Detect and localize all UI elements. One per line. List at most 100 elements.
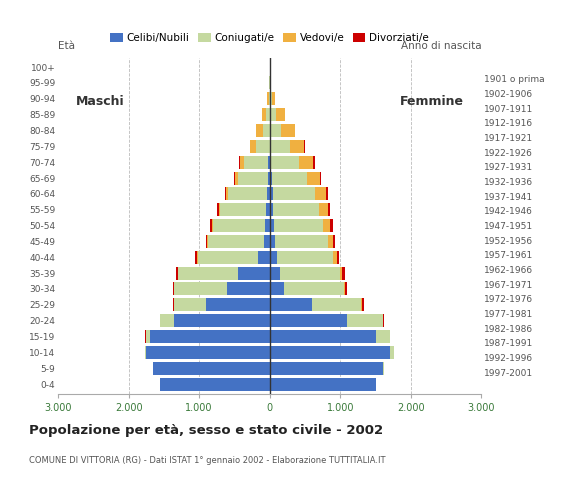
Bar: [270, 108, 276, 121]
Bar: [173, 299, 175, 312]
Bar: [281, 124, 295, 137]
Bar: [299, 156, 313, 168]
Bar: [267, 187, 270, 201]
Bar: [270, 140, 290, 153]
Bar: [345, 283, 347, 296]
Bar: [212, 219, 266, 232]
Bar: [264, 235, 270, 248]
Bar: [361, 299, 362, 312]
Bar: [312, 299, 361, 312]
Legend: Celibi/Nubili, Coniugati/e, Vedovi/e, Divorziati/e: Celibi/Nubili, Coniugati/e, Vedovi/e, Di…: [106, 29, 433, 48]
Bar: [276, 108, 285, 121]
Bar: [383, 362, 384, 375]
Bar: [195, 251, 197, 264]
Bar: [270, 76, 271, 89]
Bar: [266, 108, 270, 121]
Bar: [320, 171, 321, 184]
Bar: [270, 92, 272, 105]
Bar: [145, 346, 146, 359]
Text: Maschi: Maschi: [76, 95, 125, 108]
Bar: [198, 251, 258, 264]
Bar: [256, 140, 270, 153]
Bar: [172, 283, 175, 296]
Bar: [270, 124, 281, 137]
Bar: [307, 171, 320, 184]
Bar: [315, 187, 326, 201]
Text: Anno di nascita: Anno di nascita: [401, 41, 481, 51]
Bar: [270, 346, 390, 359]
Bar: [258, 251, 270, 264]
Bar: [273, 203, 319, 216]
Bar: [337, 251, 339, 264]
Bar: [284, 283, 344, 296]
Bar: [390, 346, 394, 359]
Bar: [217, 203, 219, 216]
Bar: [270, 283, 284, 296]
Bar: [227, 283, 270, 296]
Bar: [175, 283, 227, 296]
Bar: [328, 203, 329, 216]
Text: Popolazione per età, sesso e stato civile - 2002: Popolazione per età, sesso e stato civil…: [29, 424, 383, 437]
Bar: [270, 251, 277, 264]
Bar: [276, 235, 328, 248]
Bar: [323, 219, 331, 232]
Bar: [376, 330, 390, 343]
Bar: [313, 156, 314, 168]
Bar: [160, 378, 270, 391]
Bar: [224, 187, 226, 201]
Bar: [270, 330, 376, 343]
Bar: [267, 92, 269, 105]
Bar: [340, 267, 342, 280]
Bar: [150, 330, 270, 343]
Bar: [178, 267, 238, 280]
Bar: [270, 267, 280, 280]
Bar: [160, 314, 175, 327]
Bar: [333, 251, 337, 264]
Bar: [271, 156, 299, 168]
Bar: [263, 124, 270, 137]
Bar: [228, 187, 267, 201]
Bar: [270, 203, 273, 216]
Bar: [270, 219, 274, 232]
Bar: [240, 156, 244, 168]
Bar: [280, 267, 340, 280]
Bar: [267, 156, 270, 168]
Bar: [262, 108, 266, 121]
Bar: [250, 140, 256, 153]
Bar: [362, 299, 364, 312]
Bar: [206, 299, 270, 312]
Bar: [266, 203, 270, 216]
Bar: [270, 299, 312, 312]
Text: Età: Età: [58, 41, 75, 51]
Bar: [274, 219, 323, 232]
Bar: [146, 346, 270, 359]
Bar: [270, 156, 271, 168]
Bar: [270, 378, 376, 391]
Bar: [270, 171, 272, 184]
Bar: [219, 203, 220, 216]
Bar: [235, 171, 238, 184]
Bar: [226, 187, 228, 201]
Bar: [267, 171, 270, 184]
Bar: [266, 219, 270, 232]
Bar: [244, 156, 267, 168]
Bar: [290, 140, 304, 153]
Bar: [234, 171, 235, 184]
Bar: [277, 251, 333, 264]
Bar: [270, 314, 347, 327]
Bar: [326, 187, 328, 201]
Bar: [238, 171, 267, 184]
Bar: [206, 235, 207, 248]
Bar: [344, 283, 345, 296]
Bar: [210, 219, 212, 232]
Bar: [176, 267, 177, 280]
Bar: [270, 235, 275, 248]
Bar: [331, 219, 333, 232]
Bar: [270, 187, 273, 201]
Bar: [319, 203, 328, 216]
Bar: [256, 124, 263, 137]
Bar: [270, 362, 383, 375]
Bar: [347, 314, 383, 327]
Bar: [220, 203, 266, 216]
Bar: [273, 187, 315, 201]
